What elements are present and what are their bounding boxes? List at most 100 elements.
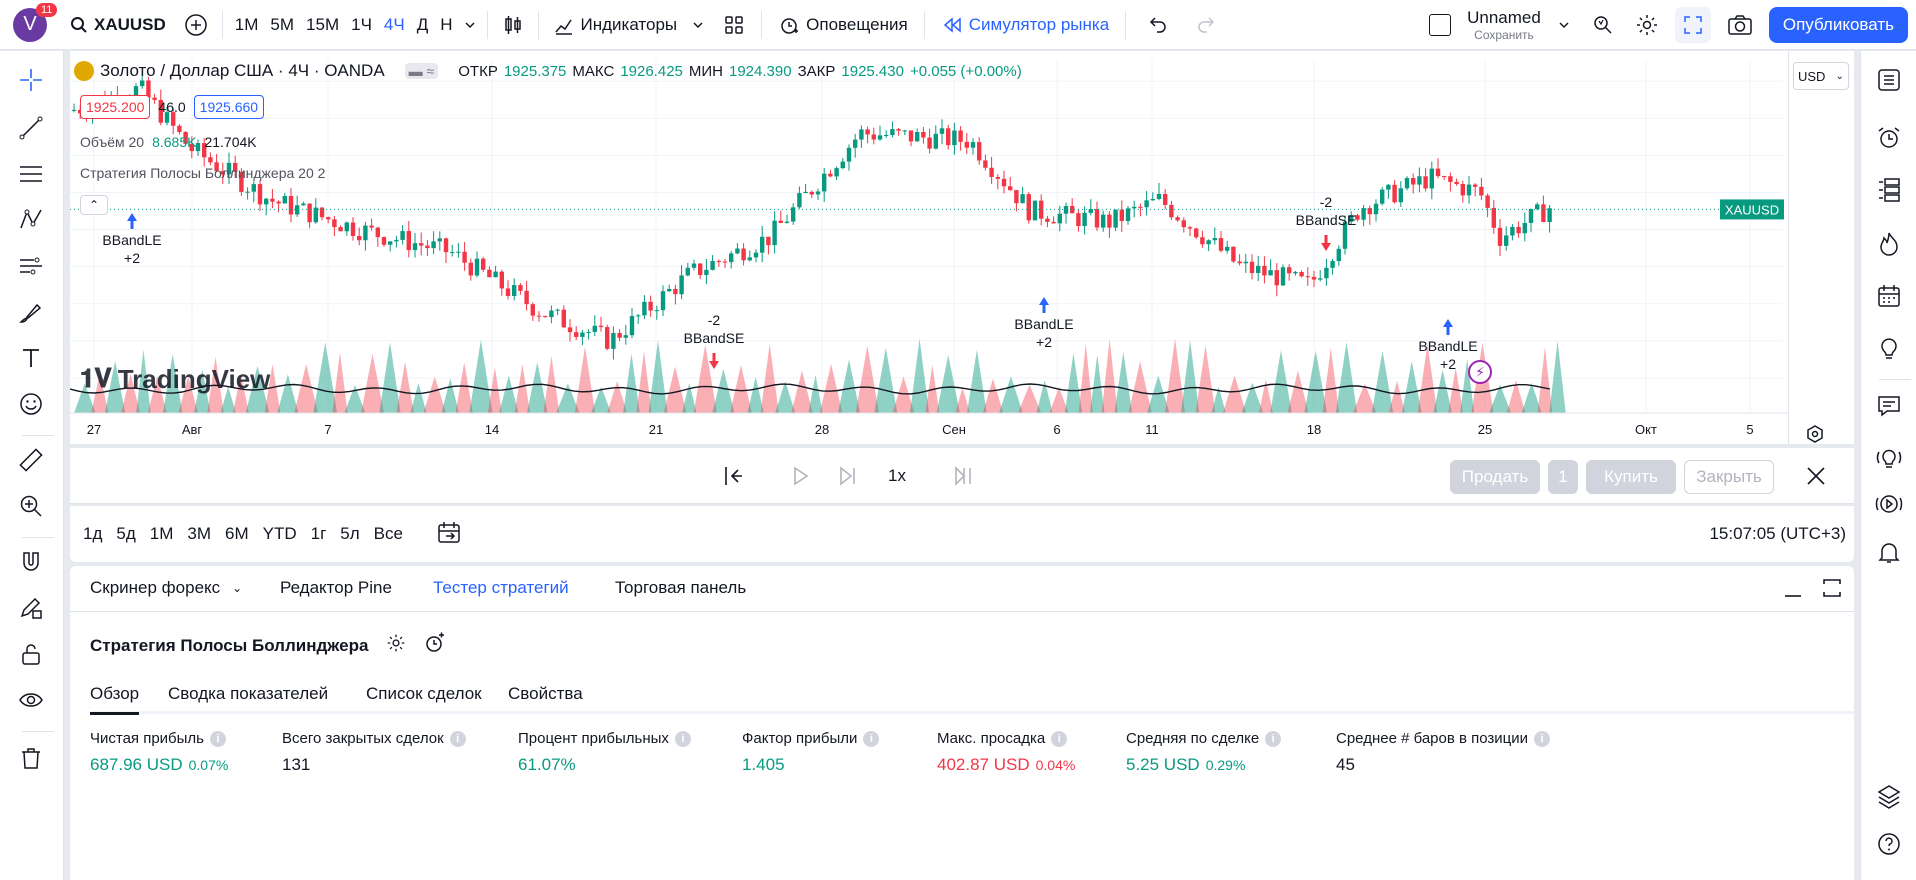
snapshot-button[interactable] [1717,0,1763,50]
speed-selector[interactable]: 1x [888,466,906,485]
fullscreen-button[interactable] [1669,0,1717,50]
strategy-alert-button[interactable] [424,632,446,659]
redo-button[interactable] [1182,0,1232,50]
sell-price-button[interactable]: 1925.200 [80,95,151,119]
crosshair-tool[interactable] [14,63,48,97]
layout-checkbox[interactable] [1419,0,1461,50]
interval-6[interactable]: Н [440,14,453,34]
close-position-button[interactable]: Закрыть [1684,460,1774,494]
tab-pine-editor[interactable]: Редактор Pine [280,578,392,597]
chart-pane[interactable]: BBandLE +2 -2 BBandSE BBandLE +2 -2 BBandSE BBan… [70,51,1854,444]
subtab-properties[interactable]: Свойства [508,684,583,703]
emoji-tool[interactable] [14,387,48,421]
go-to-date-button[interactable] [436,520,462,551]
calendar-button[interactable] [1872,279,1906,313]
text-tool[interactable] [14,341,48,375]
notifications-button[interactable] [1872,535,1906,569]
watchlist-button[interactable] [1872,63,1906,97]
interval-3[interactable]: 1Ч [351,14,372,34]
drawing-mode-tool[interactable] [14,591,48,625]
sell-button[interactable]: Продать [1450,460,1540,494]
legend-collapse-icon[interactable]: ▬ ≈ [404,63,439,79]
interval-2[interactable]: 15M [306,14,340,34]
chart-type-button[interactable] [494,0,532,50]
alerts-panel-button[interactable] [1872,121,1906,155]
interval-5[interactable]: Д [416,14,429,34]
range-4[interactable]: 6М [225,524,249,543]
help-button[interactable] [1872,827,1906,861]
tab-forex-screener[interactable]: Скринер форекс ⌄ [90,578,243,597]
interval-1[interactable]: 5M [270,14,295,34]
chat-button[interactable] [1872,389,1906,423]
layout-dropdown[interactable] [1547,0,1581,50]
ruler-tool[interactable] [14,443,48,477]
publish-button[interactable]: Опубликовать [1768,6,1908,43]
tab-strategy-tester[interactable]: Тестер стратегий [433,578,569,597]
range-6[interactable]: 1г [310,524,327,543]
timezone-clock[interactable]: 15:07:05 (UTC+3) [1709,524,1846,543]
range-0[interactable]: 1д [83,524,103,543]
close-replay-button[interactable] [1804,464,1828,493]
settings-button[interactable] [1625,0,1669,50]
symbol-search[interactable]: XAUUSD [60,0,176,50]
trendline-tool[interactable] [14,111,48,145]
fib-tool[interactable] [14,157,48,191]
strategy-settings-button[interactable] [386,633,406,658]
info-icon[interactable]: i [210,730,226,747]
interval-0[interactable]: 1M [234,14,259,34]
range-1[interactable]: 5д [116,524,136,543]
quantity-field[interactable]: 1 [1548,460,1578,494]
minimize-panel-button[interactable] [1782,578,1804,605]
info-icon[interactable]: i [1051,730,1068,747]
delete-tool[interactable] [14,741,48,775]
replay-button[interactable]: Симулятор рынка [931,0,1119,50]
templates-button[interactable] [713,0,755,50]
subtab-overview[interactable]: Обзор [90,684,140,715]
brush-tool[interactable] [14,295,48,329]
subtab-performance[interactable]: Сводка показателей [168,684,329,703]
buy-price-button[interactable]: 1925.660 [193,95,265,119]
subtab-trades-list[interactable]: Список сделок [366,684,482,703]
indicators-button[interactable]: Индикаторы [545,0,714,50]
legend-title[interactable]: Золото / Доллар США · 4Ч · OANDA [100,61,385,80]
range-7[interactable]: 5л [340,524,360,543]
buy-button[interactable]: Купить [1586,460,1676,494]
zoom-tool[interactable] [14,489,48,523]
quick-search-button[interactable] [1581,0,1625,50]
undo-button[interactable] [1132,0,1182,50]
play-button[interactable] [788,464,812,493]
price-scale-bg[interactable] [1788,51,1854,444]
avatar[interactable]: V 11 [0,0,60,50]
media-button[interactable] [1872,487,1906,521]
step-forward-button[interactable] [836,464,860,493]
tab-trading-panel[interactable]: Торговая панель [615,578,747,597]
info-icon[interactable]: i [674,730,691,747]
select-bar-button[interactable] [722,464,746,493]
range-8[interactable]: Все [373,524,403,543]
range-3[interactable]: 3М [187,524,211,543]
info-icon[interactable]: i [863,730,880,747]
prediction-tool[interactable] [14,249,48,283]
ideas-button[interactable] [1872,331,1906,365]
range-2[interactable]: 1М [149,524,174,543]
lock-tool[interactable] [14,637,48,671]
chart-canvas[interactable]: BBandLE +2 -2 BBandSE BBandLE +2 -2 BBandSE BBan… [70,51,1854,444]
currency-selector[interactable]: USD ⌄ [1793,62,1849,90]
layout-name[interactable]: Unnamed Сохранить [1467,7,1541,42]
maximize-panel-button[interactable] [1820,576,1844,605]
strategy-legend[interactable]: Стратегия Полосы Боллинджера 20 2 [80,165,326,181]
hide-tool[interactable] [14,683,48,717]
magnet-tool[interactable] [14,545,48,579]
lightning-icon[interactable]: ⚡ [1468,360,1492,384]
streams-button[interactable] [1872,441,1906,475]
info-icon[interactable]: i [449,730,466,747]
collapse-legend-button[interactable]: ⌃ [80,195,108,215]
interval-4[interactable]: 4Ч [383,14,405,34]
jump-realtime-button[interactable] [952,464,976,493]
layers-button[interactable] [1872,779,1906,813]
object-tree-button[interactable] [1872,173,1906,207]
range-5[interactable]: YTD [262,524,297,543]
chart-settings-button[interactable] [1804,423,1826,445]
alerts-button[interactable]: Оповещения [768,0,918,50]
info-icon[interactable]: i [1534,730,1551,747]
